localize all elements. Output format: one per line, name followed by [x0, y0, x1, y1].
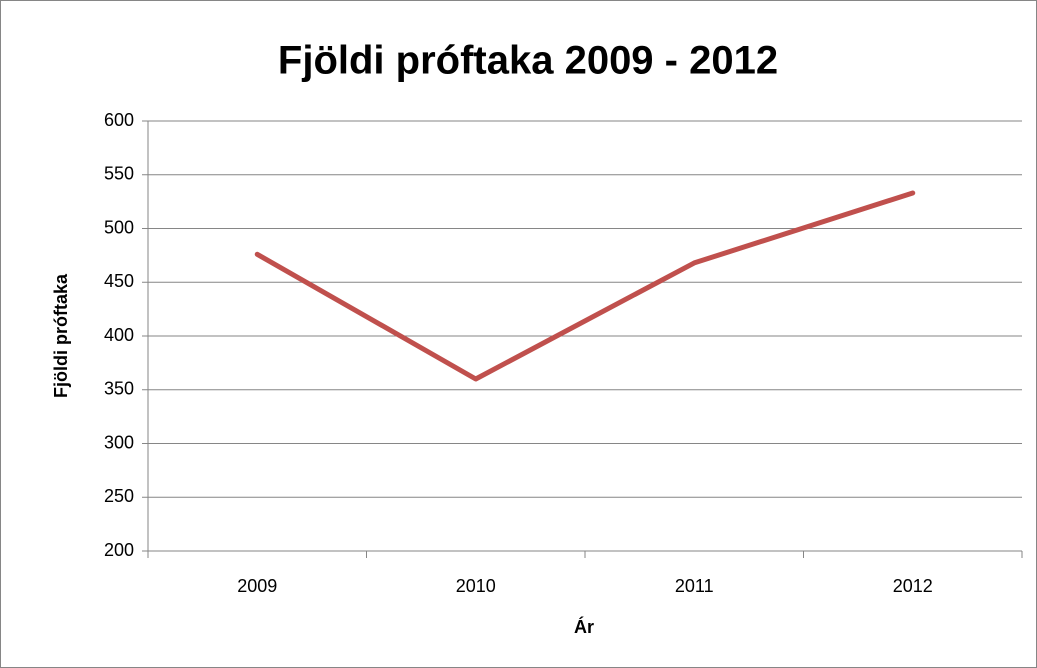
x-axis-label: Ár [574, 616, 594, 637]
y-tick-label: 600 [104, 110, 134, 130]
data-line [254, 190, 916, 382]
y-tick-label: 400 [104, 325, 134, 345]
y-tick-label: 550 [104, 164, 134, 184]
y-tick-label: 200 [104, 540, 134, 560]
y-tick-label: 250 [104, 486, 134, 506]
y-tick-label: 450 [104, 271, 134, 291]
y-tick-label: 300 [104, 432, 134, 452]
chart-title: Fjöldi próftaka 2009 - 2012 [278, 39, 778, 83]
x-tick-label: 2011 [675, 576, 714, 596]
x-tick-label: 2012 [893, 576, 933, 596]
x-tick-label: 2009 [237, 576, 277, 596]
y-tick-label: 350 [104, 379, 134, 399]
y-tick-label: 500 [104, 217, 134, 237]
y-axis-label: Fjöldi próftaka [51, 273, 71, 398]
x-tick-label: 2010 [456, 576, 496, 596]
